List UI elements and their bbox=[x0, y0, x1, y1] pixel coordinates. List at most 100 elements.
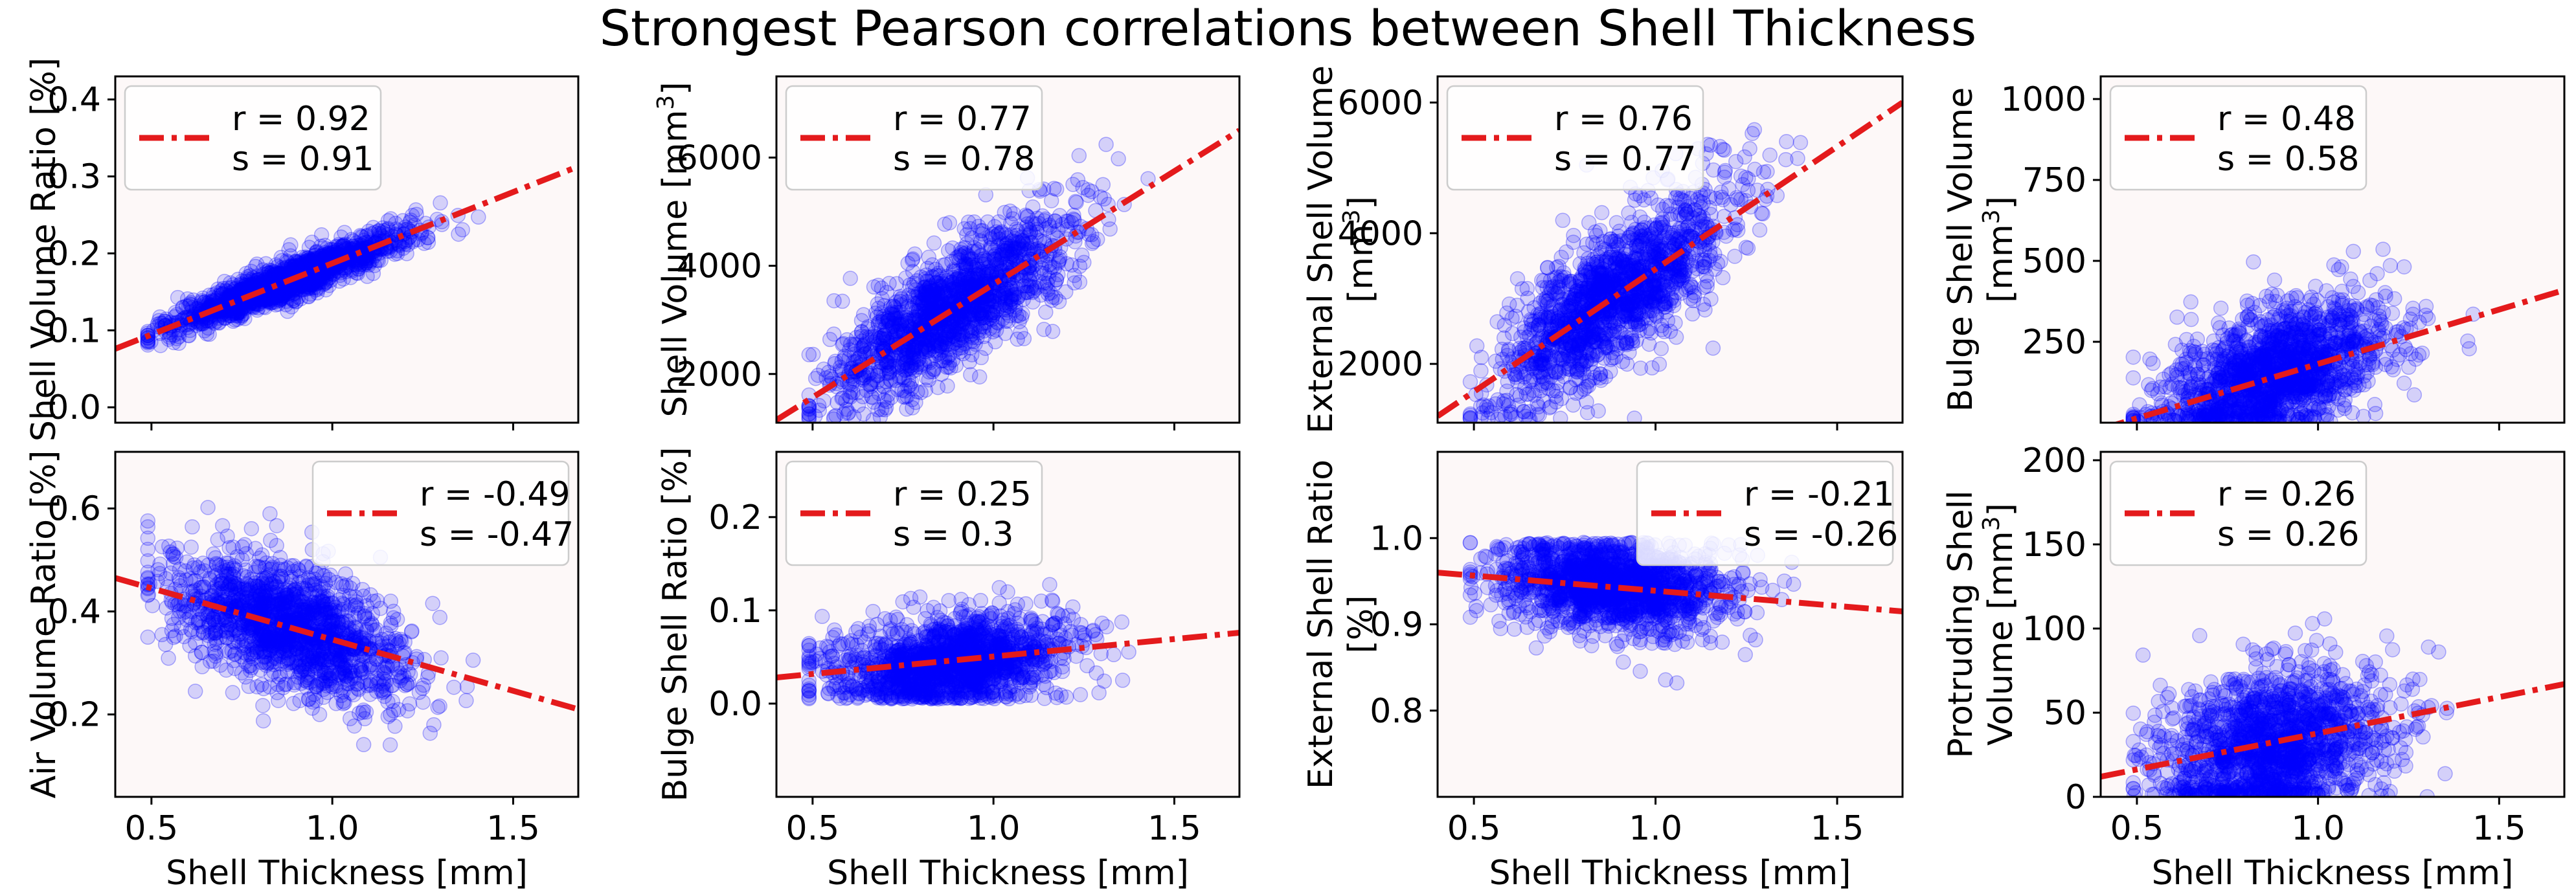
scatter-point bbox=[265, 295, 280, 311]
figure-title: Strongest Pearson correlations between S… bbox=[600, 0, 1976, 57]
scatter-point bbox=[1631, 259, 1647, 274]
scatter-point bbox=[1712, 139, 1728, 155]
scatter-point bbox=[288, 254, 304, 269]
scatter-point bbox=[358, 249, 374, 264]
scatter-point bbox=[295, 249, 310, 265]
scatter-point bbox=[263, 287, 278, 304]
scatter-point bbox=[280, 254, 295, 271]
scatter-point bbox=[258, 256, 274, 272]
scatter-point bbox=[1715, 192, 1731, 208]
scatter-point bbox=[1502, 407, 1518, 422]
scatter-point bbox=[945, 328, 961, 344]
scatter-point bbox=[224, 292, 240, 307]
scatter-point bbox=[280, 285, 297, 302]
scatter-point bbox=[933, 353, 949, 369]
scatter-point bbox=[303, 273, 319, 289]
scatter-point bbox=[344, 232, 359, 247]
scatter-point bbox=[344, 262, 359, 278]
scatter-point bbox=[312, 274, 328, 291]
scatter-point bbox=[1641, 336, 1657, 352]
scatter-point bbox=[249, 256, 265, 272]
scatter-point bbox=[1548, 394, 1564, 410]
scatter-point bbox=[214, 286, 230, 302]
scatter-point bbox=[1050, 255, 1067, 271]
scatter-point bbox=[1755, 206, 1770, 222]
scatter-point bbox=[263, 288, 279, 304]
scatter-point bbox=[1565, 397, 1581, 413]
scatter-point bbox=[304, 275, 320, 291]
scatter-point bbox=[171, 335, 186, 351]
scatter-point bbox=[352, 257, 368, 273]
scatter-point bbox=[303, 274, 319, 289]
scatter-point bbox=[168, 305, 183, 320]
scatter-point bbox=[304, 270, 319, 286]
scatter-point bbox=[370, 252, 387, 269]
scatter-point bbox=[210, 281, 226, 297]
scatter-point bbox=[1541, 381, 1556, 397]
scatter-point bbox=[185, 292, 201, 308]
scatter-point bbox=[324, 241, 340, 258]
scatter-point bbox=[344, 263, 360, 279]
scatter-point bbox=[271, 285, 288, 301]
scatter-point bbox=[1792, 135, 1809, 150]
scatter-point bbox=[380, 213, 396, 229]
scatter-point bbox=[1572, 273, 1588, 288]
scatter-point bbox=[358, 256, 374, 271]
scatter-point bbox=[306, 274, 321, 289]
scatter-point bbox=[314, 248, 330, 264]
scatter-point bbox=[888, 276, 905, 292]
scatter-point bbox=[308, 274, 324, 290]
scatter-point bbox=[348, 254, 364, 269]
scatter-point bbox=[265, 264, 280, 280]
scatter-point bbox=[835, 337, 850, 353]
scatter-point bbox=[1670, 199, 1686, 215]
scatter-point bbox=[273, 266, 289, 282]
scatter-point bbox=[185, 300, 200, 315]
scatter-point bbox=[1575, 359, 1590, 374]
scatter-point bbox=[1473, 363, 1489, 379]
scatter-point bbox=[1489, 314, 1505, 329]
scatter-point bbox=[244, 298, 260, 313]
scatter-point bbox=[2266, 272, 2283, 288]
scatter-point bbox=[397, 236, 413, 252]
scatter-point bbox=[223, 307, 239, 324]
scatter-point bbox=[314, 248, 330, 264]
scatter-point bbox=[269, 285, 285, 301]
scatter-point bbox=[1060, 213, 1076, 229]
scatter-point bbox=[234, 308, 249, 324]
scatter-point bbox=[405, 232, 421, 248]
scatter-point bbox=[966, 334, 982, 350]
scatter-point bbox=[318, 274, 333, 290]
scatter-point bbox=[284, 291, 300, 307]
scatter-point bbox=[325, 266, 341, 282]
scatter-point bbox=[1008, 308, 1024, 324]
scatter-point bbox=[274, 290, 290, 306]
scatter-point bbox=[181, 328, 197, 344]
scatter-point bbox=[1048, 181, 1065, 197]
scatter-point bbox=[246, 273, 262, 289]
scatter-point bbox=[161, 331, 177, 347]
scatter-point bbox=[1615, 335, 1631, 351]
scatter-point bbox=[317, 249, 332, 265]
scatter-point bbox=[200, 320, 216, 336]
scatter-point bbox=[1068, 194, 1083, 210]
scatter-point bbox=[188, 300, 205, 317]
scatter-point bbox=[153, 338, 168, 353]
scatter-point bbox=[1653, 216, 1668, 231]
scatter-point bbox=[305, 251, 321, 267]
scatter-point bbox=[229, 307, 244, 323]
scatter-point bbox=[1013, 324, 1028, 340]
scatter-point bbox=[257, 272, 273, 288]
scatter-point bbox=[237, 277, 253, 293]
scatter-point bbox=[256, 293, 273, 308]
scatter-point bbox=[272, 290, 288, 306]
scatter-point bbox=[892, 289, 909, 304]
scatter-point bbox=[203, 313, 219, 329]
scatter-point bbox=[1036, 322, 1052, 337]
scatter-point bbox=[233, 283, 249, 299]
scatter-point bbox=[1632, 209, 1648, 225]
scatter-point bbox=[175, 300, 191, 316]
scatter-point bbox=[940, 243, 956, 259]
scatter-point bbox=[217, 310, 232, 326]
scatter-point bbox=[285, 287, 301, 302]
